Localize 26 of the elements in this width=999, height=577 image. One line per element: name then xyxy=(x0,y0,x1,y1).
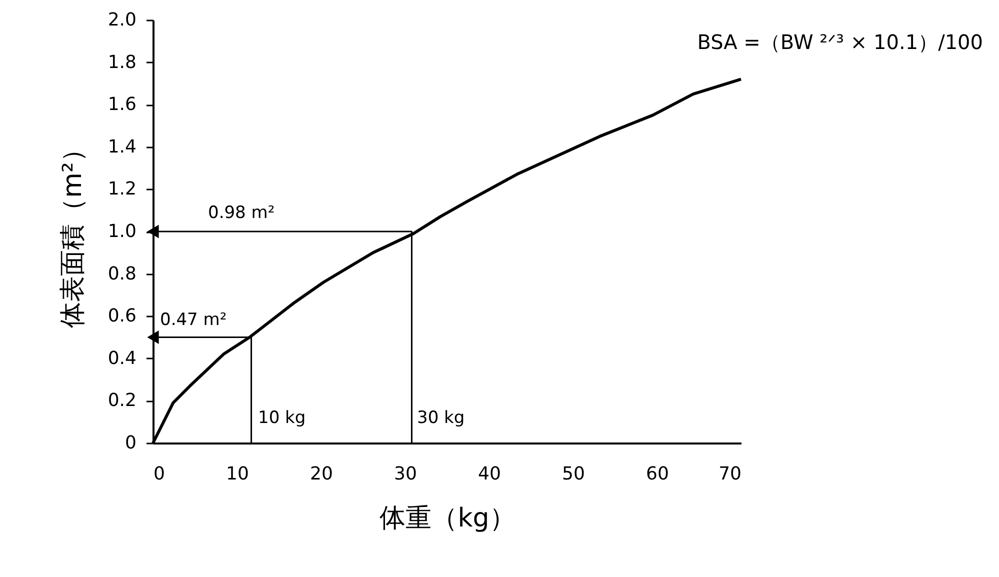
x-tick-label: 30 xyxy=(394,464,417,484)
y-tick-label: 2.0 xyxy=(108,10,136,30)
y-tick-label: 1.2 xyxy=(108,178,136,200)
y-tick-label: 0.6 xyxy=(108,306,136,327)
x-tick-label: 60 xyxy=(646,464,669,484)
y-tick-label: 1.0 xyxy=(108,221,136,242)
annotation: 10 kg xyxy=(258,408,306,428)
x-tick-label: 40 xyxy=(478,464,501,484)
y-tick-label: 0 xyxy=(125,432,136,454)
x-tick-label: 70 xyxy=(718,464,742,484)
x-axis-title: 体重（kg） xyxy=(380,504,516,534)
y-tick-label: 1.6 xyxy=(108,94,136,116)
y-tick-label: 0.4 xyxy=(108,348,136,369)
annotation: 30 kg xyxy=(417,408,465,428)
y-tick-label: 1.8 xyxy=(108,52,136,73)
y-tick-label: 0.2 xyxy=(108,390,136,412)
y-tick-label: 1.4 xyxy=(108,136,136,158)
annotation: BSA =（BW ²ᐟ³ × 10.1）/100 xyxy=(697,30,983,54)
x-tick-label: 20 xyxy=(310,464,333,484)
x-tick-label: 10 xyxy=(226,464,249,484)
x-tick-label: 50 xyxy=(562,464,585,484)
annotation: 0.98 m² xyxy=(208,203,275,223)
y-axis-title: 体表面積（m²） xyxy=(58,136,88,328)
x-tick-label: 0 xyxy=(154,464,165,484)
y-tick-label: 0.8 xyxy=(108,263,136,284)
annotation: 0.47 m² xyxy=(160,310,227,330)
